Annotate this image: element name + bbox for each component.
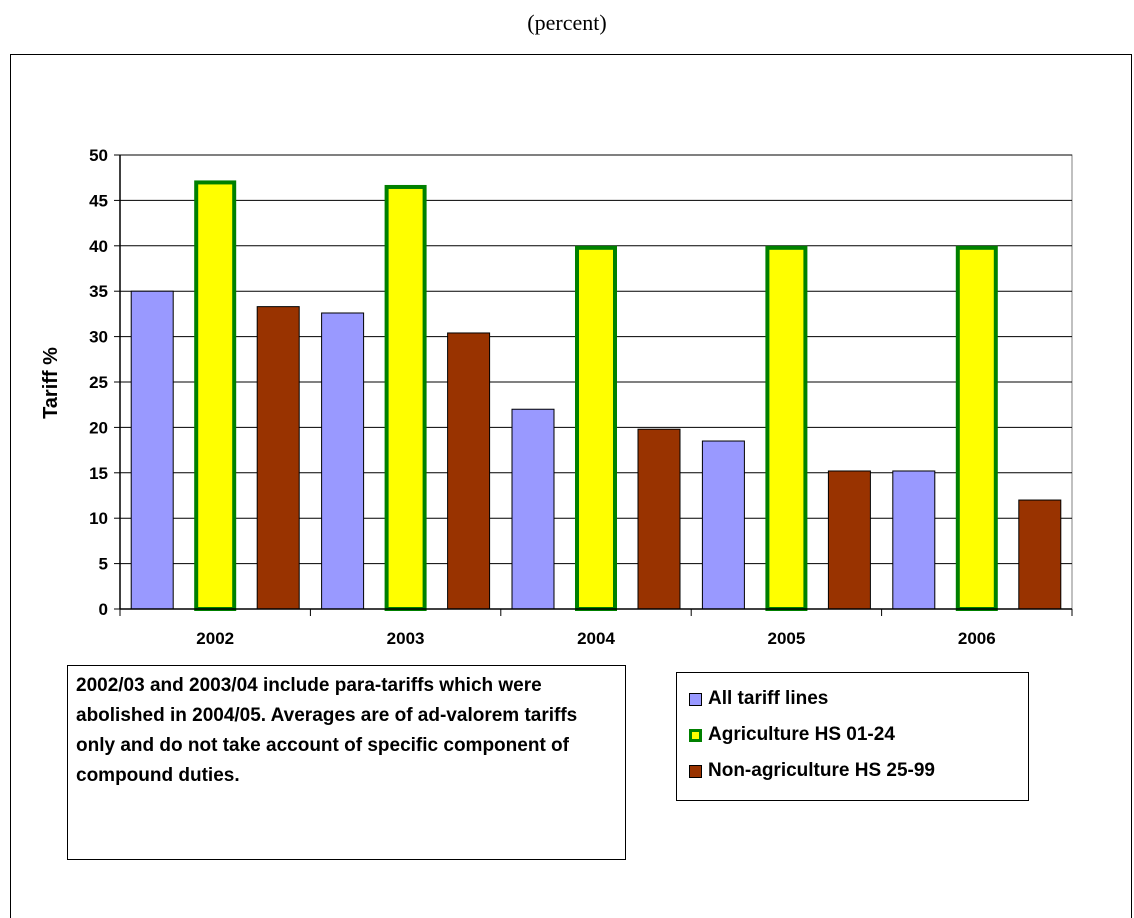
bar-all-tariff-lines-2006 xyxy=(892,470,936,610)
x-tick-label: 2002 xyxy=(196,629,234,648)
y-tick-label: 5 xyxy=(99,555,108,574)
chart-caption: (percent) xyxy=(527,10,607,35)
bar-all-tariff-lines-2004 xyxy=(511,408,555,610)
y-tick-label: 25 xyxy=(89,373,108,392)
bar-non-agriculture-hs-25-99-2006 xyxy=(1018,499,1062,610)
bar-agriculture-hs-01-24-2004 xyxy=(575,245,617,612)
y-tick-label: 20 xyxy=(89,418,108,437)
legend-label: All tariff lines xyxy=(708,688,829,709)
y-tick-label: 45 xyxy=(89,191,108,210)
bar-all-tariff-lines-2003 xyxy=(321,312,365,610)
y-tick-label: 40 xyxy=(89,237,108,256)
bar-non-agriculture-hs-25-99-2004 xyxy=(637,428,681,610)
bar-agriculture-hs-01-24-2002 xyxy=(194,180,237,611)
axes: 0 5 10 15 20 25 30 35 40 45 50 2002 2003 2004 2005 2006 xyxy=(89,146,1073,648)
bar-agriculture-hs-01-24-2006 xyxy=(955,245,998,612)
x-tick-label: 2006 xyxy=(958,629,996,648)
bar-non-agriculture-hs-25-99-2002 xyxy=(256,306,300,610)
bar-non-agriculture-hs-25-99-2003 xyxy=(447,332,491,610)
bars xyxy=(130,180,1062,612)
bar-agriculture-hs-01-24-2005 xyxy=(765,245,808,612)
y-axis-label: Tariff % xyxy=(40,347,62,419)
x-tick-label: 2005 xyxy=(767,629,805,648)
y-tick-label: 10 xyxy=(89,509,108,528)
chart-footnote: 2002/03 and 2003/04 include para-tariffs… xyxy=(67,665,626,860)
legend-swatch-all-tariff-lines xyxy=(689,692,702,706)
bar-agriculture-hs-01-24-2003 xyxy=(384,184,427,612)
y-tick-label: 30 xyxy=(89,328,108,347)
legend-item-non-agriculture: Non-agriculture HS 25-99 xyxy=(689,753,1020,789)
legend-item-all-tariff-lines: All tariff lines xyxy=(689,681,1020,717)
bar-non-agriculture-hs-25-99-2005 xyxy=(827,470,871,610)
x-tick-label: 2004 xyxy=(577,629,615,648)
legend-swatch-non-agriculture xyxy=(689,764,702,778)
bar-all-tariff-lines-2002 xyxy=(130,290,174,610)
chart-legend: All tariff lines Agriculture HS 01-24 No… xyxy=(676,672,1029,801)
legend-item-agriculture: Agriculture HS 01-24 xyxy=(689,717,1020,753)
legend-label: Agriculture HS 01-24 xyxy=(708,724,895,745)
y-tick-label: 35 xyxy=(89,282,108,301)
y-tick-label: 15 xyxy=(89,464,108,483)
x-tick-label: 2003 xyxy=(387,629,425,648)
legend-swatch-agriculture xyxy=(689,728,702,742)
legend-label: Non-agriculture HS 25-99 xyxy=(708,760,935,781)
bar-all-tariff-lines-2005 xyxy=(701,440,745,610)
y-tick-label: 50 xyxy=(89,146,108,165)
y-tick-label: 0 xyxy=(99,600,108,619)
